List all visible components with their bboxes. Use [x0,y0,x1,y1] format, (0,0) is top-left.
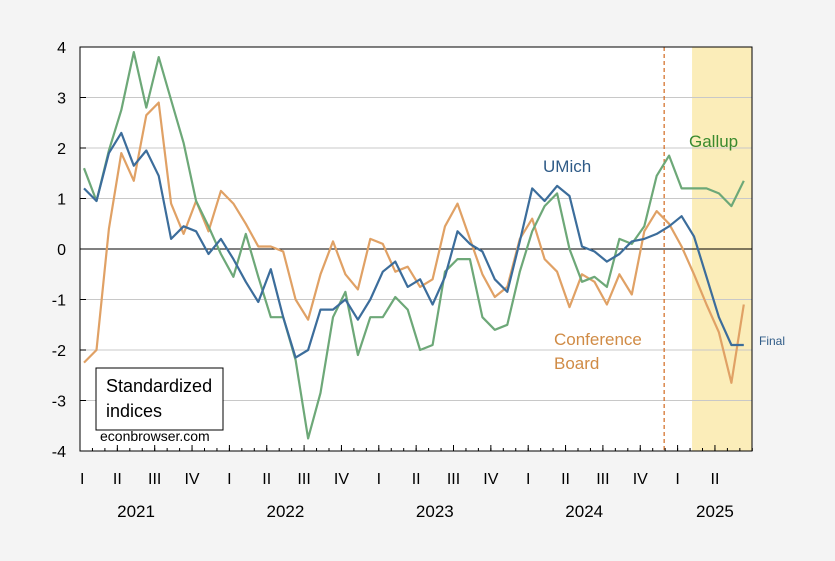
x-quarter-label: I [526,471,530,488]
y-tick-label: -4 [52,444,66,461]
x-quarter-label: IV [483,471,498,488]
y-tick-label: 0 [57,242,66,259]
x-quarter-label: II [262,471,271,488]
x-year-label: 2024 [565,502,603,521]
y-tick-label: 4 [57,40,66,57]
final-annotation: Final [759,334,785,348]
x-quarter-label: IV [184,471,199,488]
y-tick-label: 2 [57,141,66,158]
x-quarter-label: I [80,471,84,488]
x-quarter-label: III [297,471,310,488]
legend-box: Standardized indices [95,367,224,431]
y-tick-label: -1 [52,293,66,310]
credit-text: econbrowser.com [100,428,210,444]
gallup-series-label: Gallup [689,132,738,151]
series-line-conference-board [83,101,745,384]
conference-board-label-line1: Conference [554,330,642,349]
x-quarter-label: IV [633,471,648,488]
x-quarter-label: I [377,471,381,488]
x-quarter-label: I [675,471,679,488]
y-tick-label: -3 [52,394,66,411]
x-year-label: 2022 [267,502,305,521]
legend-line-2: indices [106,401,162,421]
umich-series-label: UMich [543,157,591,176]
x-year-label: 2023 [416,502,454,521]
x-quarter-label: IV [334,471,349,488]
y-tick-label: 3 [57,91,66,108]
x-quarter-label: III [596,471,609,488]
series-line-umich [83,131,744,359]
y-tick-label: -2 [52,343,66,360]
x-quarter-label: II [711,471,720,488]
x-quarter-label: II [561,471,570,488]
y-tick-label: 1 [57,192,66,209]
x-quarter-label: I [227,471,231,488]
x-quarter-label: III [447,471,460,488]
y-axis: 4 3 2 1 0 -1 -2 -3 -4 [52,40,86,461]
legend-line-1: Standardized [106,376,212,396]
x-quarter-label: II [412,471,421,488]
series-lines [82,50,745,440]
x-quarter-label: II [113,471,122,488]
x-year-label: 2025 [696,502,734,521]
conference-board-label-line2: Board [554,354,599,373]
x-year-label: 2021 [117,502,155,521]
x-quarter-label: III [148,471,161,488]
